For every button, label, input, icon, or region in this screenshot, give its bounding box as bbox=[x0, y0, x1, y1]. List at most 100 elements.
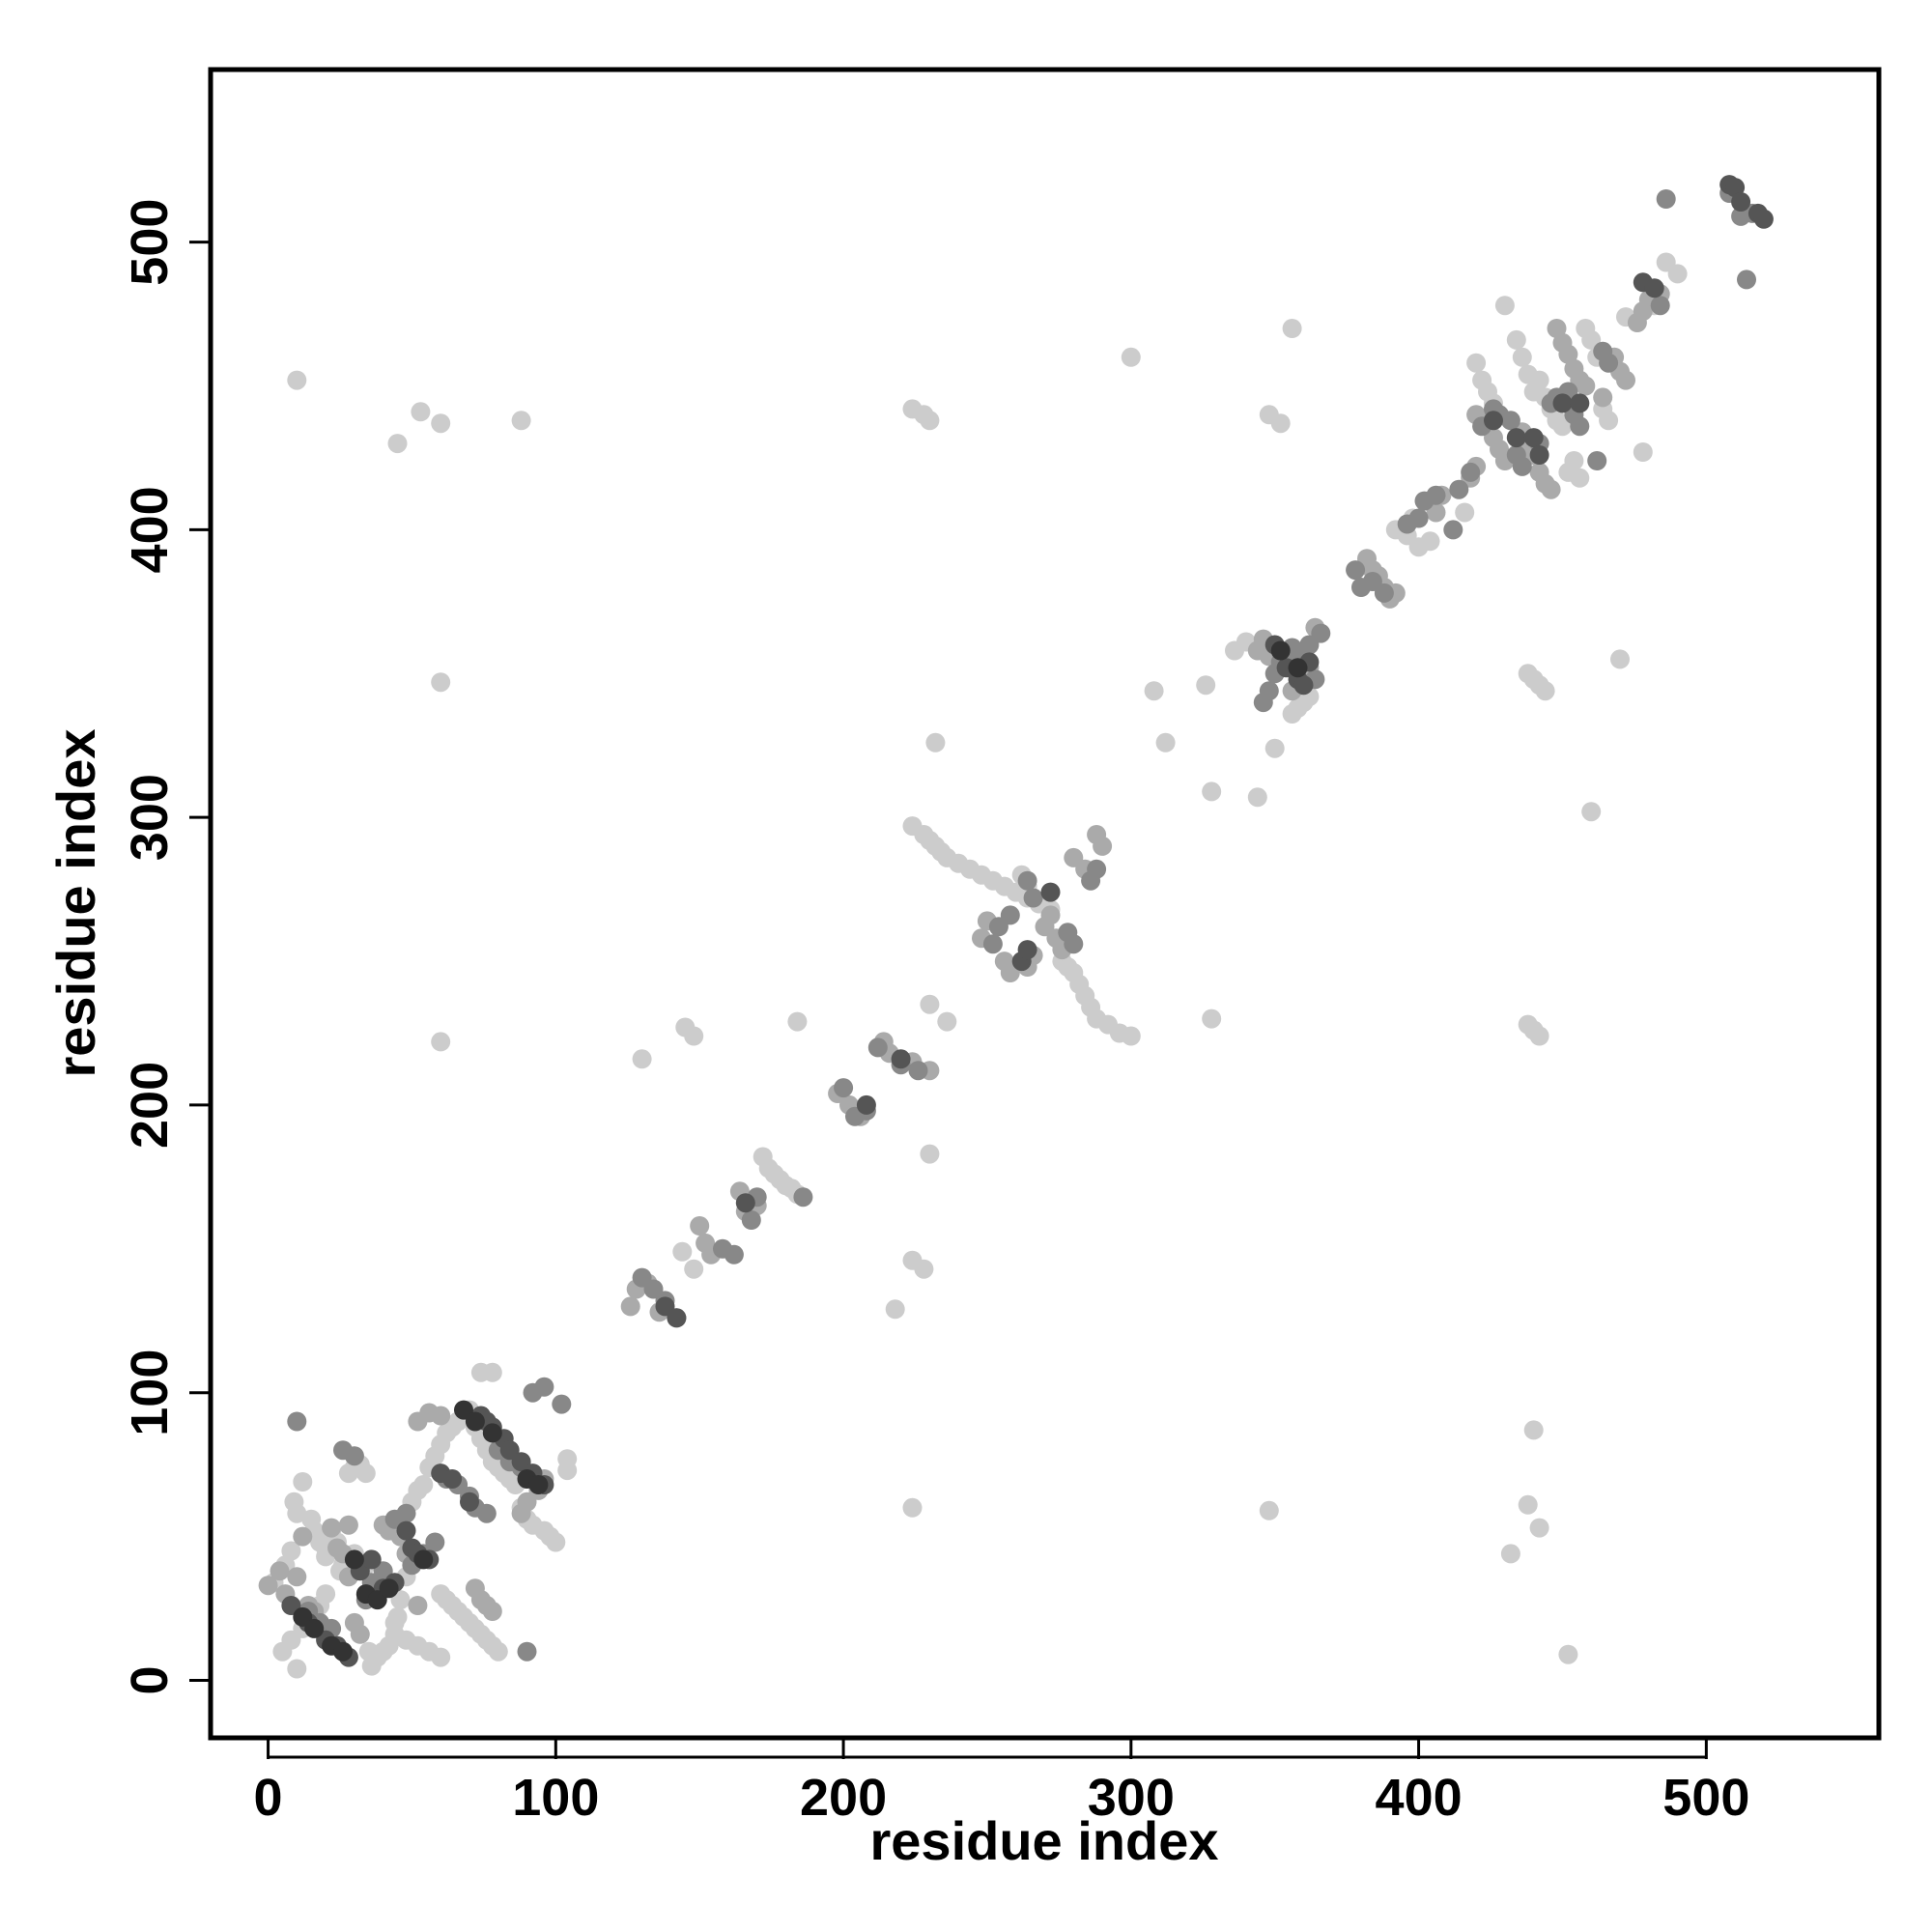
x-tick-label: 0 bbox=[254, 1769, 283, 1827]
y-tick-label: 0 bbox=[121, 1665, 179, 1694]
contact-point bbox=[1144, 681, 1164, 701]
contact-point bbox=[920, 1144, 940, 1164]
contact-point bbox=[1408, 508, 1429, 528]
contact-point bbox=[1270, 413, 1291, 434]
contact-point bbox=[1270, 640, 1291, 661]
y-tick-label: 400 bbox=[121, 486, 179, 573]
contact-point bbox=[787, 1011, 808, 1032]
contact-point bbox=[1282, 319, 1302, 338]
y-axis-title: residue index bbox=[45, 728, 106, 1077]
contact-point bbox=[1466, 353, 1487, 373]
contact-point bbox=[270, 1561, 290, 1581]
contact-point bbox=[258, 1576, 278, 1596]
contact-point bbox=[431, 413, 451, 434]
contact-point bbox=[1121, 347, 1141, 367]
contact-point bbox=[937, 1011, 957, 1032]
contact-point bbox=[1610, 649, 1630, 669]
contact-point bbox=[465, 1411, 485, 1432]
contact-point bbox=[891, 1049, 911, 1069]
contact-point bbox=[1506, 329, 1526, 350]
contact-point bbox=[1552, 393, 1573, 413]
contact-point bbox=[908, 1061, 928, 1081]
contact-point bbox=[413, 1475, 434, 1494]
contact-point bbox=[552, 1394, 572, 1414]
contact-point bbox=[1535, 681, 1555, 701]
contact-point bbox=[431, 672, 451, 693]
contact-point bbox=[1587, 451, 1607, 470]
contact-point bbox=[793, 1187, 813, 1208]
contact-point bbox=[1518, 1494, 1538, 1515]
contact-point bbox=[1667, 264, 1688, 284]
contact-point bbox=[1311, 623, 1331, 643]
contact-point bbox=[1570, 393, 1590, 413]
contact-point bbox=[684, 1259, 704, 1279]
contact-point bbox=[431, 1406, 451, 1426]
contact-point bbox=[1064, 934, 1084, 954]
x-axis: 0 100 200 300 400 500 bbox=[254, 1738, 1749, 1827]
contact-point bbox=[1529, 1518, 1549, 1538]
contact-point bbox=[1737, 270, 1756, 290]
contact-point bbox=[546, 1532, 566, 1552]
contact-point bbox=[517, 1641, 537, 1662]
contact-point bbox=[413, 1549, 434, 1570]
contact-point bbox=[776, 1176, 796, 1196]
y-tick-label: 500 bbox=[121, 199, 179, 286]
contact-point bbox=[1570, 468, 1590, 488]
contact-point bbox=[488, 1641, 508, 1662]
contact-point bbox=[411, 402, 431, 422]
contact-point bbox=[620, 1296, 640, 1317]
y-tick-label: 300 bbox=[121, 774, 179, 861]
contact-point bbox=[1093, 836, 1113, 856]
contact-point bbox=[1426, 485, 1446, 505]
contact-point bbox=[684, 1026, 704, 1046]
x-axis-title: residue index bbox=[869, 1810, 1218, 1871]
contact-point bbox=[338, 1515, 358, 1535]
contact-point bbox=[384, 1624, 405, 1644]
contact-point bbox=[1506, 428, 1526, 448]
contact-point bbox=[470, 1362, 491, 1382]
contact-point bbox=[914, 1259, 934, 1279]
contact-point bbox=[1616, 370, 1635, 390]
contact-point bbox=[379, 1578, 399, 1599]
contact-point bbox=[387, 434, 408, 454]
contact-point bbox=[1196, 675, 1216, 696]
contact-point bbox=[1633, 442, 1653, 462]
contact-point bbox=[387, 1606, 408, 1627]
contact-point bbox=[1581, 802, 1602, 822]
contact-point bbox=[1374, 582, 1394, 603]
contact-point bbox=[442, 1469, 463, 1489]
contact-point bbox=[1155, 732, 1176, 753]
contact-point bbox=[1529, 1026, 1549, 1046]
contact-point bbox=[425, 1532, 445, 1552]
contact-point bbox=[534, 1377, 554, 1397]
x-tick-label: 100 bbox=[512, 1769, 599, 1827]
contact-point bbox=[287, 1659, 307, 1679]
contact-point bbox=[1259, 1500, 1279, 1520]
contact-point bbox=[1599, 353, 1619, 373]
contact-point bbox=[431, 1032, 451, 1052]
contact-point bbox=[1449, 479, 1469, 499]
x-tick-label: 300 bbox=[1088, 1769, 1175, 1827]
contact-point bbox=[1420, 531, 1440, 552]
contact-point bbox=[1656, 189, 1676, 209]
contact-point bbox=[1593, 387, 1613, 408]
contact-point bbox=[287, 1567, 307, 1587]
contact-point bbox=[482, 1423, 502, 1443]
contact-point bbox=[333, 1641, 353, 1662]
contact-point bbox=[1288, 658, 1308, 678]
contact-point bbox=[632, 1049, 652, 1069]
contact-point bbox=[690, 1216, 710, 1236]
contact-point bbox=[1087, 859, 1107, 879]
contact-point bbox=[460, 1492, 479, 1512]
contact-point bbox=[557, 1449, 578, 1469]
plot-frame bbox=[208, 67, 1882, 1741]
scatter-points bbox=[258, 175, 1774, 1679]
x-tick-label: 500 bbox=[1662, 1769, 1749, 1827]
contact-point bbox=[1599, 411, 1619, 431]
y-axis: 0 100 200 300 400 500 bbox=[121, 199, 211, 1694]
contact-point bbox=[1529, 370, 1549, 390]
contact-point bbox=[1523, 428, 1544, 448]
y-tick-label: 100 bbox=[121, 1350, 179, 1436]
